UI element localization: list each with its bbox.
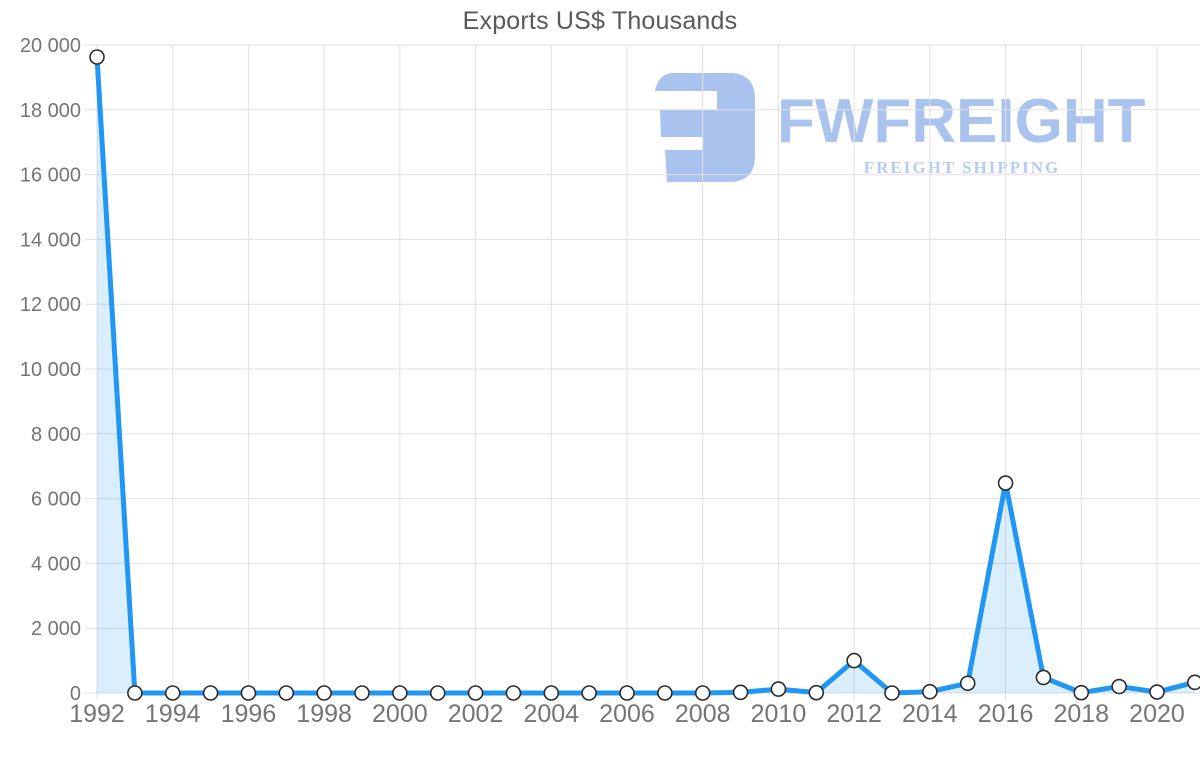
y-axis-tick-label: 14 000 — [20, 229, 81, 251]
data-point-2015 — [959, 675, 976, 692]
y-axis-tick-label: 20 000 — [20, 35, 81, 57]
data-point-2019 — [1111, 678, 1127, 695]
y-axis-tick-label: 18 000 — [20, 100, 81, 122]
y-axis-tick-label: 8 000 — [31, 424, 81, 446]
x-axis-tick-label: 1992 — [69, 700, 125, 728]
y-axis-tick-label: 0 — [70, 683, 81, 705]
data-point-1999 — [354, 685, 370, 701]
data-point-1997 — [278, 685, 295, 701]
data-point-2001 — [429, 685, 446, 701]
data-point-2009 — [732, 684, 749, 701]
data-point-2013 — [884, 685, 900, 701]
x-axis-tick-label: 1996 — [221, 700, 277, 728]
y-axis-tick-label: 16 000 — [20, 165, 81, 187]
data-point-2014 — [922, 683, 938, 700]
data-point-2008 — [694, 685, 711, 701]
data-point-2000 — [392, 685, 408, 701]
watermark-brand-text: FWFREIGHT — [777, 87, 1146, 156]
x-axis-tick-label: 2014 — [902, 700, 958, 728]
y-axis-tick-label: 6 000 — [31, 489, 81, 511]
data-point-1995 — [202, 685, 219, 701]
x-axis-tick-label: 2008 — [675, 700, 731, 728]
logo-icon-shape — [655, 73, 755, 182]
x-axis-tick-label: 2012 — [826, 700, 882, 728]
data-point-2006 — [619, 685, 635, 701]
y-axis-tick-label: 10 000 — [20, 359, 81, 381]
data-point-2021 — [1187, 674, 1200, 691]
data-point-2017 — [1035, 669, 1052, 686]
fwfreight-logo-icon — [655, 73, 755, 182]
x-axis-tick-label: 2016 — [978, 700, 1034, 728]
data-point-2020 — [1149, 684, 1165, 700]
x-axis-tick-label: 2004 — [523, 700, 579, 728]
data-point-1996 — [240, 685, 257, 701]
data-point-2007 — [657, 685, 673, 701]
y-axis-tick-label: 12 000 — [20, 294, 81, 316]
data-point-1992 — [89, 49, 105, 65]
x-axis-tick-label: 2018 — [1053, 700, 1109, 728]
x-axis-tick-label: 2006 — [599, 700, 655, 728]
x-axis-tick-label: 2002 — [448, 700, 504, 728]
data-point-2004 — [543, 685, 560, 701]
data-point-2005 — [581, 685, 597, 701]
data-point-1998 — [316, 685, 332, 701]
x-axis-tick-label: 2020 — [1129, 700, 1185, 728]
data-point-2011 — [808, 684, 825, 701]
x-axis-tick-label: 1994 — [145, 700, 201, 728]
data-point-2016 — [997, 475, 1014, 491]
fwfreight-watermark: FWFREIGHT FREIGHT SHIPPING — [645, 68, 1155, 188]
data-point-1993 — [127, 685, 143, 701]
watermark-tagline-text: FREIGHT SHIPPING — [863, 158, 1061, 177]
x-axis-tick-label: 2000 — [372, 700, 428, 728]
x-axis-tick-label: 1998 — [296, 700, 352, 728]
data-point-2012 — [846, 652, 862, 669]
data-point-2010 — [770, 681, 787, 697]
series-line — [94, 54, 1198, 696]
data-point-1994 — [164, 685, 181, 701]
y-axis-tick-label: 4 000 — [31, 553, 81, 575]
x-axis-tick-label: 2010 — [751, 700, 807, 728]
data-point-2018 — [1073, 684, 1090, 701]
data-point-2002 — [467, 685, 484, 701]
data-point-2003 — [505, 685, 522, 701]
y-axis-tick-label: 2 000 — [31, 618, 81, 640]
chart-title: Exports US$ Thousands — [462, 7, 738, 35]
